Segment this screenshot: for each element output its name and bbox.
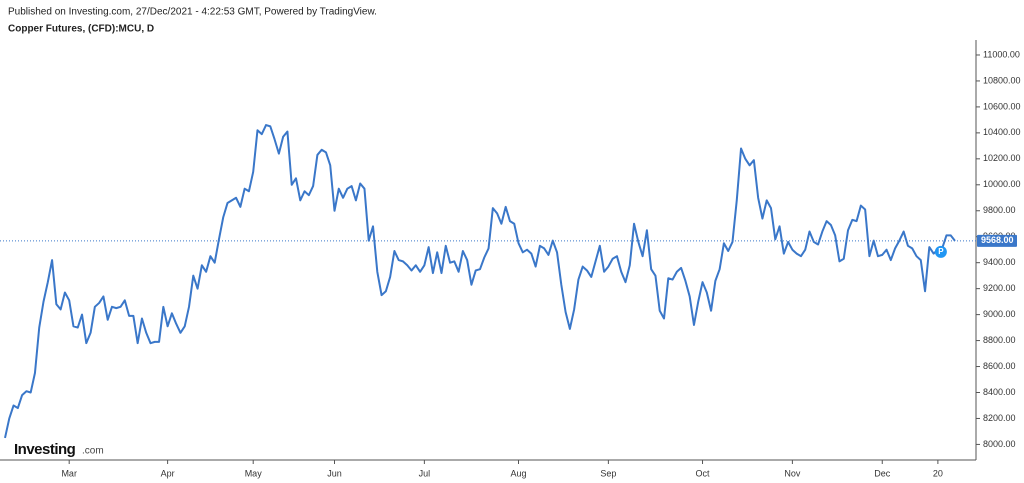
y-tick-label: 8000.00 bbox=[983, 439, 1016, 449]
x-tick-label: Oct bbox=[696, 468, 711, 478]
x-tick-label: Sep bbox=[600, 468, 616, 478]
marker-badge bbox=[934, 245, 947, 258]
y-tick-label: 10600.00 bbox=[983, 101, 1021, 111]
y-tick-label: 8800.00 bbox=[983, 335, 1016, 345]
x-tick-label: 20 bbox=[933, 468, 943, 478]
y-tick-label: 10800.00 bbox=[983, 75, 1021, 85]
x-tick-label: Apr bbox=[161, 468, 175, 478]
y-tick-label: 10400.00 bbox=[983, 127, 1021, 137]
last-price-box bbox=[977, 234, 1017, 247]
y-tick-label: 9200.00 bbox=[983, 283, 1016, 293]
y-tick-label: 10000.00 bbox=[983, 179, 1021, 189]
x-tick-label: Jun bbox=[327, 468, 342, 478]
x-tick-label: Aug bbox=[511, 468, 527, 478]
instrument-title: Copper Futures, (CFD):MCU, D bbox=[8, 24, 154, 35]
x-tick-label: Mar bbox=[61, 468, 77, 478]
x-tick-label: Jul bbox=[419, 468, 431, 478]
marker-label: P bbox=[938, 247, 944, 256]
logo-suffix: .com bbox=[82, 446, 104, 457]
last-price-label: 9568.00 bbox=[981, 235, 1014, 245]
y-tick-label: 8400.00 bbox=[983, 387, 1016, 397]
y-tick-label: 9000.00 bbox=[983, 309, 1016, 319]
logo-name: Investing bbox=[14, 441, 76, 458]
y-tick-label: 9400.00 bbox=[983, 257, 1016, 267]
published-note: Published on Investing.com, 27/Dec/2021 … bbox=[8, 7, 377, 18]
x-tick-label: May bbox=[245, 468, 263, 478]
y-tick-label: 10200.00 bbox=[983, 153, 1021, 163]
x-tick-label: Dec bbox=[874, 468, 891, 478]
y-tick-label: 9800.00 bbox=[983, 205, 1016, 215]
price-line bbox=[4, 124, 956, 439]
y-tick-label: 8600.00 bbox=[983, 361, 1016, 371]
y-tick-label: 8200.00 bbox=[983, 413, 1016, 423]
x-tick-label: Nov bbox=[784, 468, 801, 478]
y-tick-label: 11000.00 bbox=[983, 49, 1020, 59]
